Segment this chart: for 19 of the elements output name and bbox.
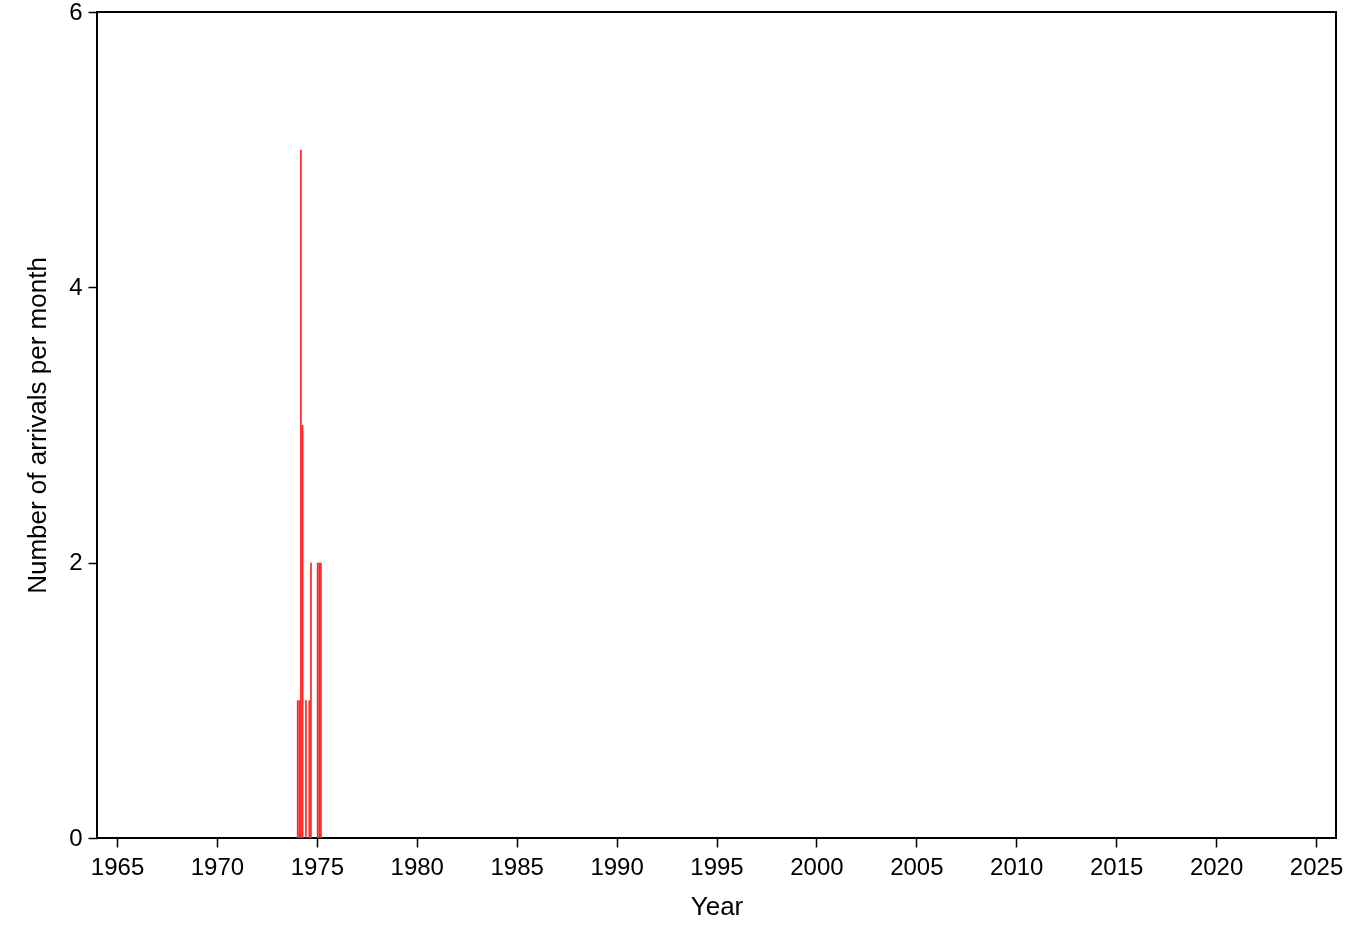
x-tick-label: 2025	[1289, 852, 1344, 880]
x-tick-label: 1965	[90, 852, 145, 880]
x-tick-label: 1995	[690, 852, 744, 880]
x-tick-label: 1975	[290, 852, 345, 880]
x-tick-label: 2020	[1189, 852, 1244, 880]
x-tick-label: 1980	[390, 852, 444, 880]
y-tick-label: 0	[69, 823, 83, 851]
x-tick-label: 1990	[590, 852, 644, 880]
x-axis-title: Year	[690, 890, 744, 921]
y-tick-label: 4	[69, 272, 83, 300]
y-tick-label: 2	[69, 548, 83, 576]
x-tick-label: 2015	[1089, 852, 1144, 880]
x-tick-label: 1970	[190, 852, 245, 880]
x-tick-label: 2010	[990, 852, 1044, 880]
y-axis-title: Number of arrivals per month	[22, 257, 53, 594]
x-tick-label: 2000	[790, 852, 844, 880]
y-tick-label: 6	[69, 0, 83, 25]
x-tick-label: 1985	[490, 852, 544, 880]
x-tick-label: 2005	[890, 852, 944, 880]
